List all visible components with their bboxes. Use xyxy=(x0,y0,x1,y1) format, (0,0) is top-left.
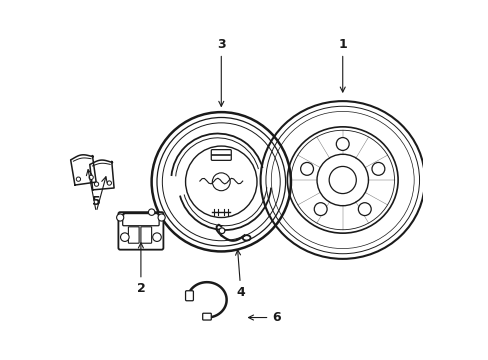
Circle shape xyxy=(371,162,384,175)
FancyBboxPatch shape xyxy=(141,227,151,243)
Text: 2: 2 xyxy=(136,243,145,296)
Text: 1: 1 xyxy=(338,38,346,92)
FancyBboxPatch shape xyxy=(203,313,211,320)
Circle shape xyxy=(116,214,123,221)
Circle shape xyxy=(328,166,356,194)
Text: 3: 3 xyxy=(217,38,225,106)
Circle shape xyxy=(76,177,81,181)
Circle shape xyxy=(148,209,155,215)
Circle shape xyxy=(89,175,93,180)
Circle shape xyxy=(314,203,326,216)
Text: 6: 6 xyxy=(248,311,281,324)
Circle shape xyxy=(121,233,129,242)
Circle shape xyxy=(219,228,224,234)
Circle shape xyxy=(358,203,370,216)
FancyBboxPatch shape xyxy=(122,213,159,226)
Text: 4: 4 xyxy=(235,250,245,299)
Circle shape xyxy=(300,162,313,175)
Circle shape xyxy=(107,181,111,185)
Circle shape xyxy=(158,214,165,221)
Circle shape xyxy=(94,182,99,186)
FancyBboxPatch shape xyxy=(118,212,163,249)
Circle shape xyxy=(152,233,161,242)
Circle shape xyxy=(336,138,348,150)
FancyBboxPatch shape xyxy=(185,291,193,301)
Text: 5: 5 xyxy=(92,195,101,208)
FancyBboxPatch shape xyxy=(128,227,139,243)
